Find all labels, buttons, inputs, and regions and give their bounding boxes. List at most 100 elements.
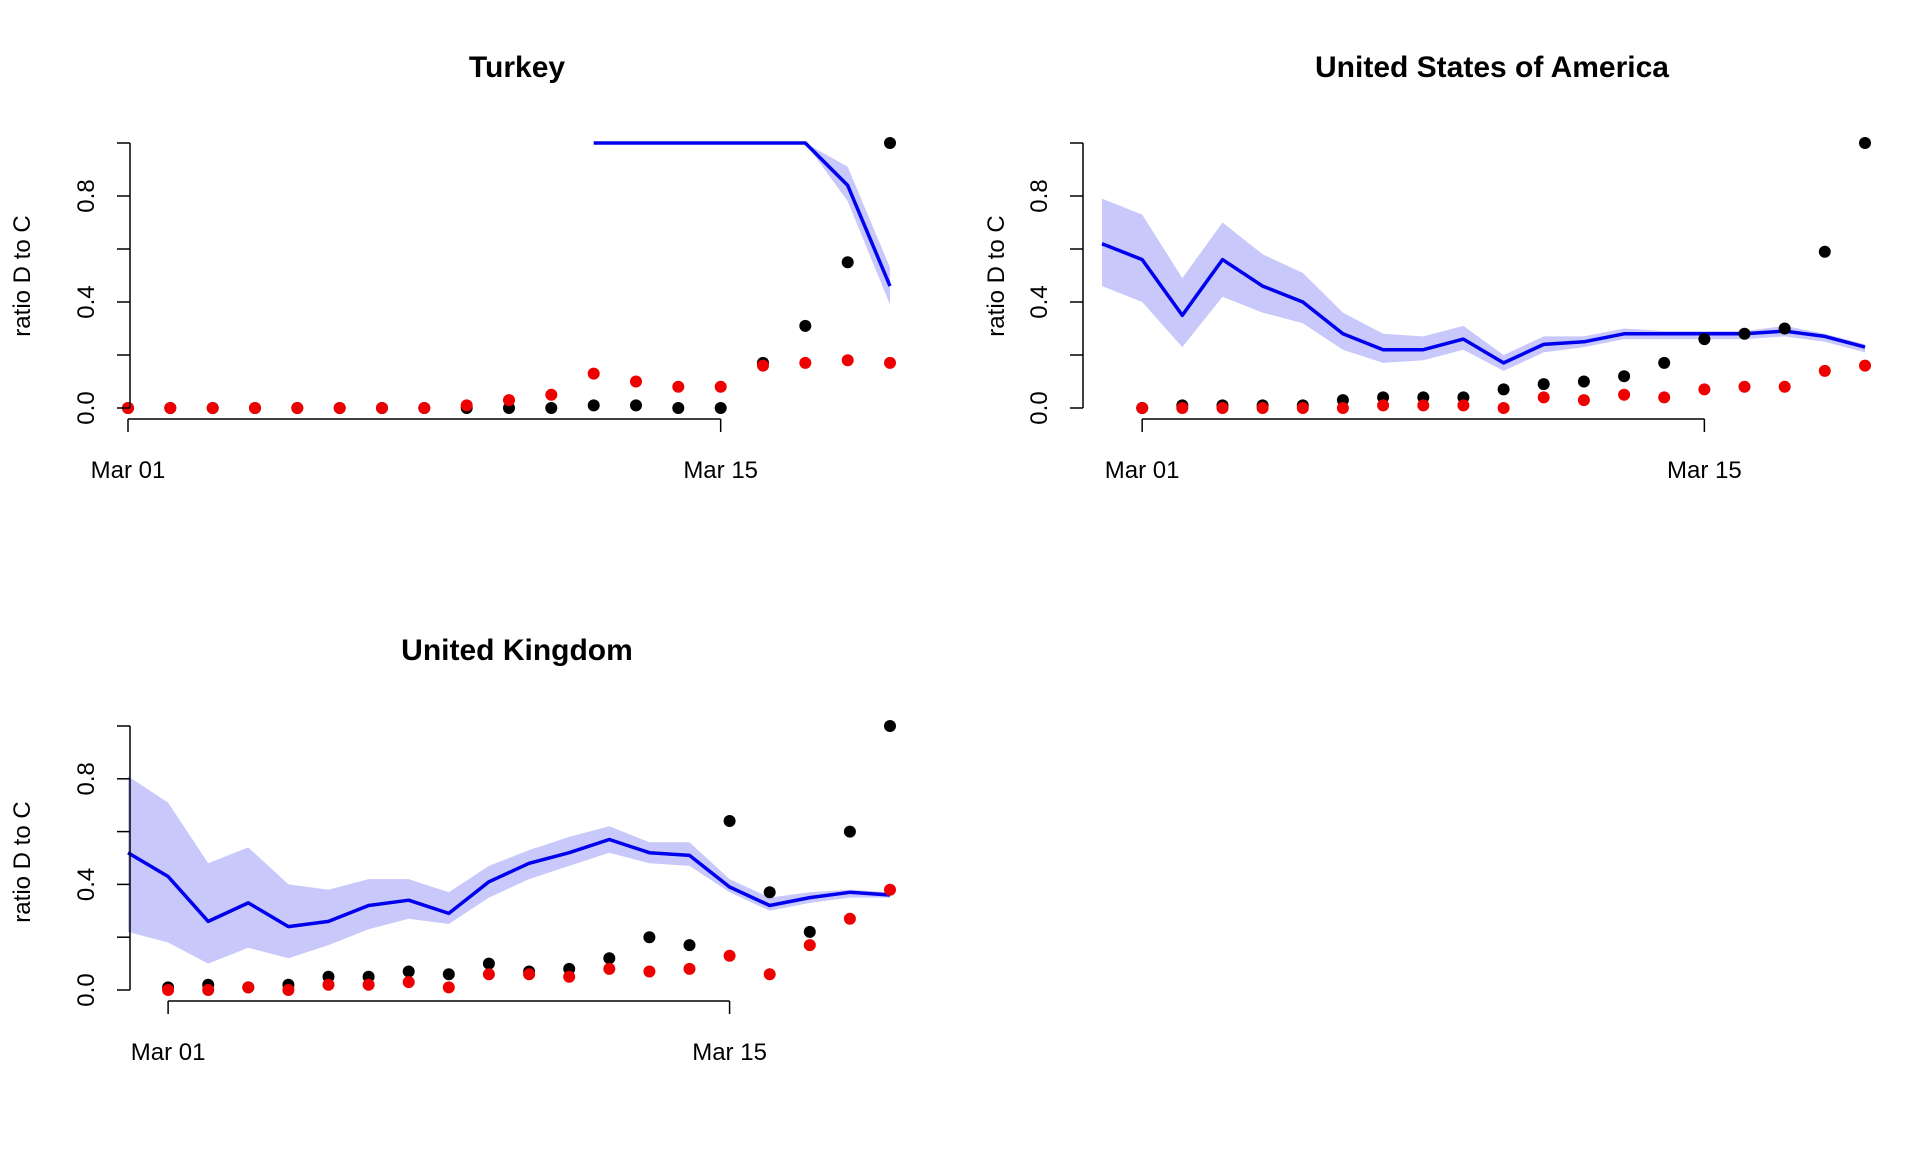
x-tick-label: Mar 15	[1667, 457, 1742, 484]
red-data-point	[1577, 394, 1590, 407]
red-data-point	[333, 402, 346, 414]
red-data-point	[1417, 399, 1430, 412]
y-tick-label: 0.8	[1026, 179, 1053, 212]
black-data-point	[442, 968, 455, 981]
red-data-point	[442, 981, 455, 994]
black-data-point	[1658, 356, 1671, 369]
red-data-point	[1818, 364, 1831, 377]
red-data-point	[630, 375, 642, 388]
black-data-point	[723, 815, 736, 827]
red-data-point	[1778, 380, 1791, 393]
red-data-point	[322, 978, 335, 991]
black-data-point	[763, 886, 776, 899]
black-data-point	[1859, 137, 1871, 149]
red-data-point	[376, 402, 388, 414]
red-data-point	[1296, 402, 1309, 414]
red-data-point	[757, 359, 769, 372]
y-tick-label: 0.0	[73, 391, 100, 424]
black-data-point	[482, 957, 495, 970]
black-data-point	[643, 931, 656, 944]
x-tick-label: Mar 01	[91, 457, 166, 484]
red-data-point	[714, 380, 727, 393]
black-data-point	[1738, 327, 1751, 340]
estimate-line	[593, 141, 892, 287]
confidence-band	[593, 143, 890, 305]
red-data-point	[1618, 388, 1631, 401]
red-data-point	[603, 962, 616, 975]
black-data-point	[683, 939, 696, 952]
red-data-point	[723, 949, 736, 962]
black-data-point	[545, 402, 558, 414]
black-data-point	[672, 402, 685, 414]
black-data-point	[402, 965, 415, 978]
y-tick-label: 0.4	[73, 285, 100, 318]
x-tick-label: Mar 15	[692, 1039, 767, 1066]
black-data-point	[1778, 322, 1791, 335]
panel-title: United States of America	[1315, 51, 1669, 84]
y-tick-label: 0.4	[1026, 285, 1053, 318]
x-tick-label: Mar 01	[1105, 457, 1180, 484]
red-data-point	[884, 883, 896, 896]
red-data-point	[362, 978, 375, 991]
black-data-point	[799, 319, 812, 332]
y-tick-label: 0.4	[73, 868, 100, 901]
red-data-point	[563, 970, 576, 983]
y-axis-label: ratio D to C	[983, 215, 1010, 336]
black-data-point	[1497, 383, 1510, 396]
red-data-point	[1176, 402, 1189, 414]
black-data-point	[1577, 375, 1590, 388]
panel-united-kingdom: United Kingdom ratio D to C 0.0 0.4 0.8 Mar…	[9, 634, 896, 1066]
black-data-point	[884, 137, 896, 149]
red-data-point	[587, 367, 600, 380]
black-data-point	[1698, 333, 1711, 346]
y-tick-label: 0.8	[73, 762, 100, 795]
red-data-point	[460, 399, 473, 412]
red-data-point	[799, 356, 812, 369]
y-tick-label: 0.0	[1026, 391, 1053, 424]
red-data-point	[418, 402, 431, 414]
red-data-point	[249, 402, 261, 414]
red-data-point	[162, 984, 175, 996]
red-data-point	[643, 965, 656, 978]
red-data-point	[503, 394, 515, 407]
black-data-point	[603, 952, 616, 965]
y-tick-label: 0.8	[73, 179, 100, 212]
red-data-point	[402, 976, 415, 989]
red-data-point	[206, 402, 219, 414]
red-data-point	[1537, 391, 1550, 404]
confidence-band	[128, 776, 890, 964]
black-data-point	[630, 399, 642, 412]
red-data-point	[841, 354, 854, 367]
red-data-point	[523, 968, 536, 981]
black-data-point	[843, 825, 856, 838]
red-data-point	[1497, 402, 1510, 414]
black-data-point	[714, 402, 727, 414]
panel-title: Turkey	[469, 51, 565, 84]
black-data-point	[587, 399, 600, 412]
red-data-point	[1336, 402, 1349, 414]
red-data-point	[1698, 383, 1711, 396]
red-data-point	[763, 968, 776, 981]
black-data-point	[884, 720, 896, 732]
red-data-point	[282, 984, 295, 996]
red-data-point	[1457, 399, 1470, 412]
red-data-point	[884, 356, 896, 369]
black-data-point	[1618, 370, 1631, 383]
y-axis-label: ratio D to C	[9, 215, 36, 336]
red-data-point	[1738, 380, 1751, 393]
x-tick-label: Mar 01	[131, 1039, 206, 1066]
panel-turkey: Turkey ratio D to C 0.0 0.4 0.8 Mar 01 Mar 1…	[9, 51, 896, 484]
red-data-point	[803, 939, 816, 952]
black-data-point	[803, 925, 816, 938]
red-data-point	[164, 402, 177, 414]
red-data-point	[242, 981, 255, 994]
x-tick-label: Mar 15	[683, 457, 758, 484]
y-tick-label: 0.0	[73, 973, 100, 1006]
black-data-point	[1818, 245, 1831, 258]
black-data-point	[1537, 378, 1550, 391]
red-data-point	[683, 962, 696, 975]
red-data-point	[1256, 402, 1269, 414]
red-data-point	[672, 380, 685, 393]
red-data-point	[843, 912, 856, 925]
